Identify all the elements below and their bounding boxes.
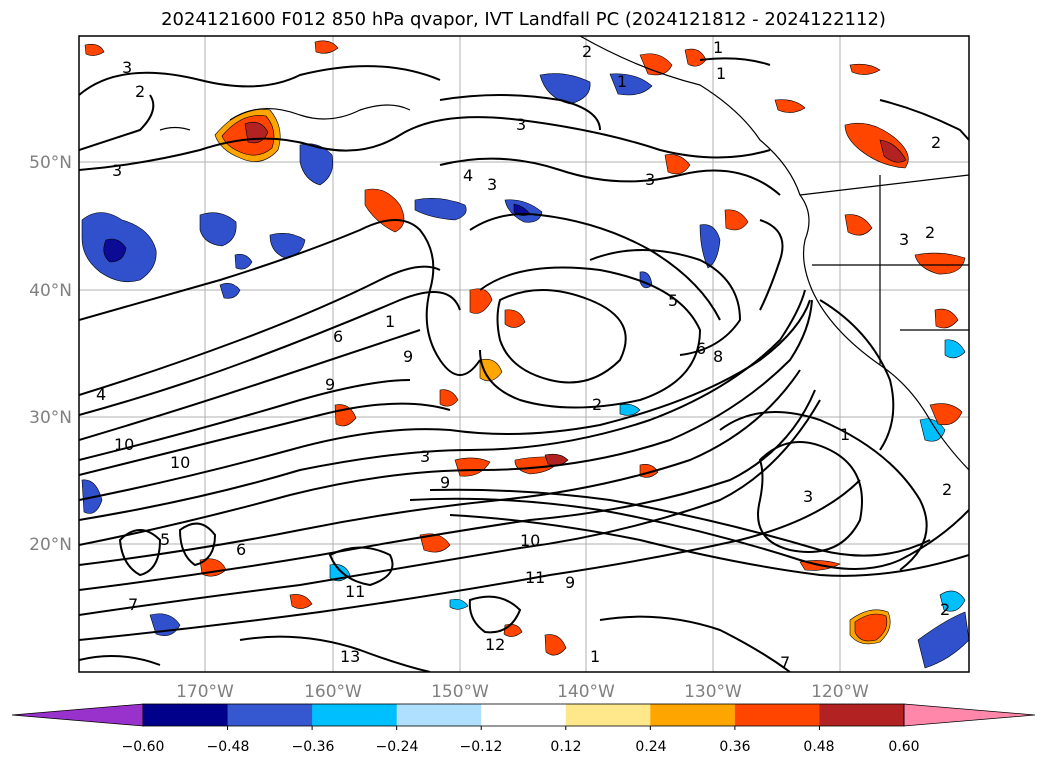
contour-label: 2 (592, 395, 602, 414)
colorbar-tick-label: 0.24 (635, 739, 666, 755)
contour-label: 2 (135, 82, 145, 101)
colorbar-segment (565, 704, 651, 726)
chart-title: 2024121600 F012 850 hPa qvapor, IVT Land… (161, 9, 886, 30)
contour-label: 6 (236, 540, 246, 559)
colorbar-frame (142, 703, 905, 727)
colorbar-tick-label: −0.48 (207, 739, 250, 755)
colorbar-tick-label: −0.36 (292, 739, 335, 755)
colorbar-tick-label: −0.60 (122, 739, 165, 755)
contour-label: 3 (645, 170, 655, 189)
contour-label: 1 (385, 312, 395, 331)
colorbar-tick-label: −0.12 (460, 739, 503, 755)
latitude-labels: 50°N 40°N 30°N 20°N (29, 153, 72, 555)
colorbar-tick-label: 0.12 (550, 739, 581, 755)
lon-label: 170°W (176, 682, 234, 702)
contour-label: 8 (713, 347, 723, 366)
contour-label: 2 (940, 600, 950, 619)
contour-labels: 3 2 3 3 3 4 3 1 2 1 1 2 4 5 6 9 9 1 6 10… (96, 38, 952, 672)
lat-label: 20°N (29, 535, 72, 555)
contour-label: 9 (440, 473, 450, 492)
contour-label: 9 (325, 375, 335, 394)
contour-label: 2 (942, 480, 952, 499)
contour-label: 5 (668, 291, 678, 310)
contour-label: 3 (899, 230, 909, 249)
colorbar-segment (734, 704, 820, 726)
lon-label: 130°W (684, 682, 742, 702)
negative-shading (81, 73, 969, 669)
colorbar-segment (481, 704, 567, 726)
contour-label: 3 (122, 58, 132, 77)
contour-label: 1 (840, 425, 850, 444)
contour-label: 9 (565, 573, 575, 592)
contour-label: 4 (96, 385, 106, 404)
contour-label: 5 (160, 530, 170, 549)
contour-label: 10 (520, 531, 540, 550)
colorbar-segment (396, 704, 482, 726)
colorbar-segment (819, 704, 905, 726)
lon-label: 120°W (811, 682, 869, 702)
contour-label: 3 (112, 161, 122, 180)
contour-label: 1 (617, 72, 627, 91)
contour-label: 3 (516, 115, 526, 134)
contour-label: 6 (333, 327, 343, 346)
contour-label: 7 (780, 653, 790, 672)
colorbar-tick-label: 0.60 (888, 739, 919, 755)
lat-label: 30°N (29, 408, 72, 428)
colorbar-extend-low (11, 703, 144, 727)
contour-label: 2 (582, 42, 592, 61)
lon-label: 160°W (304, 682, 362, 702)
map-frame (78, 35, 970, 673)
colorbar-tick-label: 0.36 (719, 739, 750, 755)
contour-label: 1 (590, 647, 600, 666)
colorbar-labels: −0.60 −0.48 −0.36 −0.24 −0.12 0.12 0.24 … (122, 739, 920, 755)
contour-label: 3 (420, 447, 430, 466)
contour-label: 4 (463, 166, 473, 185)
contour-label: 9 (403, 347, 413, 366)
colorbar-segment (312, 704, 398, 726)
colorbar-tick-label: −0.24 (376, 739, 419, 755)
contour-label: 7 (128, 595, 138, 614)
colorbar-segment (143, 704, 229, 726)
contour-label: 3 (803, 487, 813, 506)
contour-lines (79, 57, 969, 672)
colorbar-tick-label: 0.48 (803, 739, 834, 755)
colorbar-segment (650, 704, 736, 726)
colorbar-extend-high (903, 703, 1036, 727)
colorbar (11, 703, 1036, 730)
lat-label: 50°N (29, 153, 72, 173)
contour-label: 2 (931, 133, 941, 152)
lon-label: 140°W (557, 682, 615, 702)
contour-label: 11 (525, 568, 545, 587)
contour-label: 3 (487, 175, 497, 194)
colorbar-segment (227, 704, 313, 726)
longitude-labels: 170°W 160°W 150°W 140°W 130°W 120°W (176, 682, 869, 702)
contour-label: 6 (696, 339, 706, 358)
contour-label: 1 (716, 64, 726, 83)
lon-label: 150°W (431, 682, 489, 702)
contour-label: 12 (485, 635, 505, 654)
contour-label: 1 (713, 38, 723, 57)
contour-label: 2 (925, 223, 935, 242)
contour-label: 11 (345, 582, 365, 601)
lat-label: 40°N (29, 281, 72, 301)
coastlines (159, 36, 969, 471)
contour-label: 13 (340, 647, 360, 666)
contour-label: 10 (170, 453, 190, 472)
contour-label: 10 (114, 435, 134, 454)
